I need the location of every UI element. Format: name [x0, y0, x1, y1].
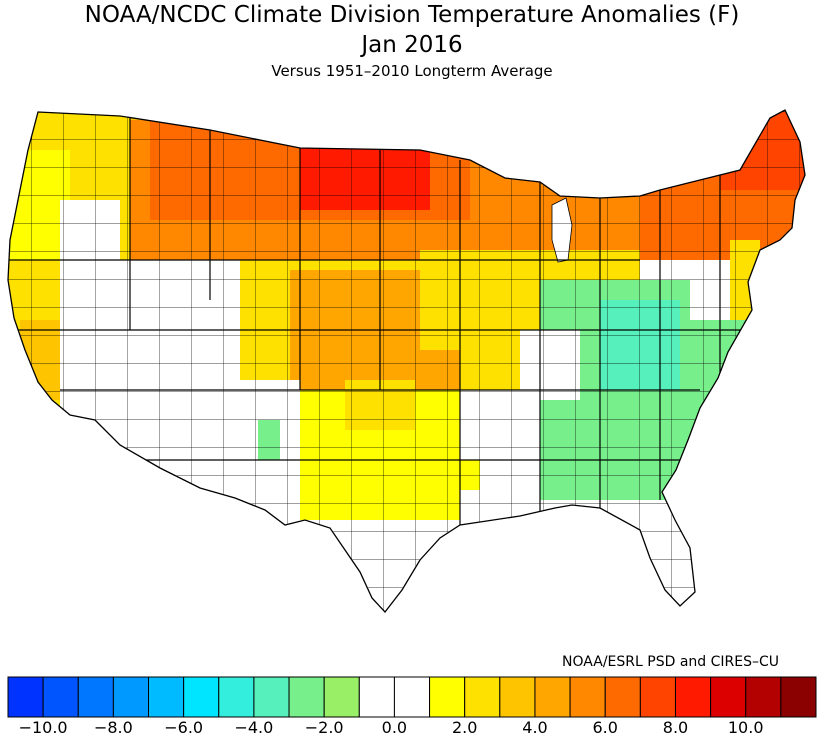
- legend-tick-label: −2.0: [304, 718, 344, 737]
- legend-swatch: [499, 676, 536, 718]
- legend-swatch: [393, 676, 431, 718]
- legend-tick-label: 4.0: [522, 718, 548, 737]
- legend-swatch: [710, 676, 747, 718]
- legend-swatch: [358, 676, 395, 718]
- legend-swatch: [429, 676, 466, 718]
- legend-swatch: [674, 676, 712, 718]
- legend-swatch: [112, 676, 150, 718]
- legend-tick-label: 0.0: [381, 718, 408, 737]
- legend-swatch: [7, 676, 44, 718]
- legend-swatch: [604, 676, 641, 718]
- us-climate-division-map: [7, 109, 806, 614]
- legend-tick-label: −10.0: [18, 718, 68, 737]
- color-legend: [7, 676, 817, 718]
- us-outline: [7, 109, 806, 614]
- legend-swatch: [639, 676, 676, 718]
- legend-tick-label: 10.0: [727, 718, 764, 737]
- legend-swatch: [148, 676, 185, 718]
- legend-tick-label: −8.0: [93, 718, 133, 737]
- legend-swatch: [780, 676, 817, 718]
- legend-swatch: [464, 676, 501, 718]
- legend-tick-label: 8.0: [662, 718, 689, 737]
- credit-label: NOAA/ESRL PSD and CIRES–CU: [562, 654, 779, 670]
- map-title: NOAA/NCDC Climate Division Temperature A…: [84, 2, 740, 28]
- legend-swatch: [42, 676, 79, 718]
- legend-swatch: [534, 676, 571, 718]
- legend-swatch: [77, 676, 114, 718]
- legend-swatch: [569, 676, 606, 718]
- legend-swatch: [253, 676, 290, 718]
- legend-tick-label: 6.0: [592, 718, 618, 737]
- legend-swatch: [218, 676, 255, 718]
- legend-swatch: [323, 676, 360, 718]
- map-period: Jan 2016: [361, 32, 463, 58]
- map-fill-group: [8, 110, 805, 612]
- state-boundaries: [8, 112, 760, 525]
- legend-swatch: [745, 676, 782, 718]
- legend-swatch: [183, 676, 220, 718]
- legend-swatch: [288, 676, 325, 718]
- map-baseline: Versus 1951–2010 Longterm Average: [271, 62, 553, 80]
- legend-tick-label: −6.0: [164, 718, 204, 737]
- legend-tick-label: −4.0: [234, 718, 274, 737]
- legend-tick-label: 2.0: [451, 718, 478, 737]
